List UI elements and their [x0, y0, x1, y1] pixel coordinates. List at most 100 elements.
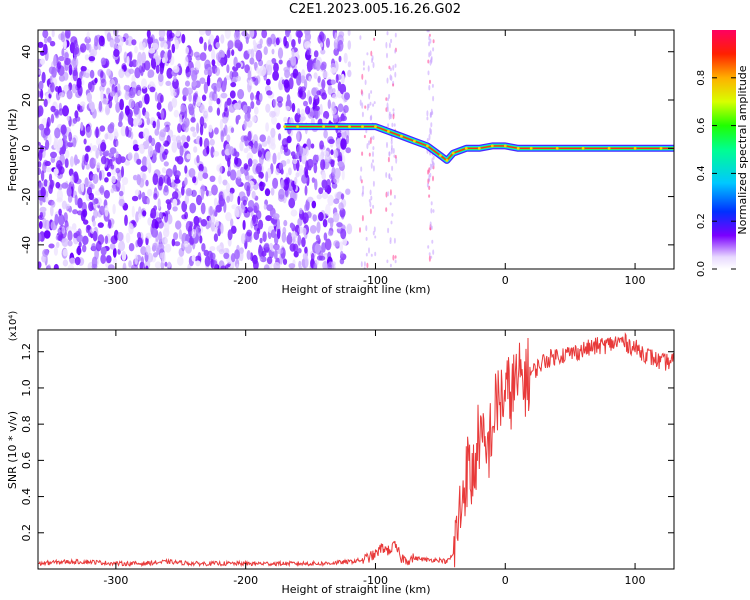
- noise-blob: [340, 113, 345, 122]
- noise-blob: [144, 60, 151, 71]
- noise-blob: [114, 86, 118, 93]
- noise-blob: [230, 253, 236, 263]
- noise-blob: [104, 150, 110, 156]
- noise-blob: [365, 236, 368, 241]
- noise-blob: [319, 42, 324, 48]
- noise-blob: [372, 103, 375, 107]
- noise-blob: [426, 138, 429, 142]
- noise-blob: [137, 89, 142, 96]
- noise-blob: [189, 237, 195, 246]
- noise-blob: [271, 116, 277, 125]
- noise-blob: [373, 226, 376, 233]
- noise-blob: [250, 92, 254, 101]
- noise-blob: [164, 220, 170, 233]
- noise-blob: [121, 250, 127, 261]
- noise-blob: [388, 93, 391, 99]
- noise-blob: [128, 98, 135, 109]
- noise-blob: [372, 165, 375, 172]
- noise-blob: [277, 218, 280, 230]
- noise-blob: [428, 252, 431, 256]
- noise-blob: [185, 80, 190, 87]
- noise-blob: [115, 140, 119, 147]
- noise-blob: [117, 35, 124, 48]
- noise-blob: [301, 237, 306, 248]
- noise-blob: [93, 209, 99, 219]
- noise-blob: [136, 231, 142, 239]
- noise-blob: [124, 91, 130, 101]
- noise-blob: [195, 260, 201, 267]
- noise-blob: [147, 217, 153, 226]
- noise-blob: [273, 249, 278, 260]
- noise-blob: [275, 168, 280, 176]
- noise-blob: [431, 83, 434, 88]
- noise-blob: [45, 139, 50, 150]
- noise-blob: [228, 146, 235, 155]
- noise-blob: [89, 69, 95, 79]
- noise-blob: [290, 55, 297, 66]
- noise-blob: [76, 245, 82, 256]
- noise-blob: [259, 93, 263, 102]
- noise-blob: [248, 199, 255, 209]
- noise-blob: [282, 226, 287, 235]
- noise-blob: [321, 180, 328, 191]
- noise-blob: [100, 141, 107, 152]
- noise-blob: [186, 135, 191, 142]
- noise-blob: [61, 182, 69, 189]
- noise-blob: [302, 227, 307, 236]
- noise-blob: [347, 30, 351, 37]
- noise-blob: [195, 55, 202, 61]
- noise-blob: [209, 215, 216, 225]
- noise-blob: [257, 219, 264, 230]
- noise-blob: [266, 37, 273, 47]
- noise-blob: [86, 31, 90, 40]
- noise-blob: [72, 209, 78, 215]
- noise-blob: [313, 162, 318, 174]
- noise-blob: [142, 42, 146, 49]
- noise-blob: [327, 217, 335, 224]
- noise-blob: [109, 39, 115, 48]
- noise-blob: [345, 135, 350, 145]
- noise-blob: [203, 68, 208, 76]
- noise-blob: [148, 36, 154, 42]
- noise-blob: [242, 104, 248, 114]
- noise-blob: [429, 113, 432, 118]
- noise-blob: [203, 81, 209, 94]
- noise-blob: [266, 204, 274, 212]
- noise-blob: [265, 171, 269, 183]
- noise-blob: [84, 54, 90, 61]
- noise-blob: [369, 201, 372, 208]
- noise-blob: [73, 154, 78, 166]
- noise-blob: [174, 178, 181, 184]
- noise-blob: [211, 184, 218, 196]
- noise-blob: [92, 173, 99, 184]
- noise-blob: [55, 241, 60, 248]
- noise-blob: [310, 143, 315, 149]
- noise-blob: [243, 135, 249, 142]
- noise-blob: [276, 248, 284, 255]
- noise-blob: [286, 94, 291, 103]
- noise-blob: [48, 66, 55, 75]
- noise-blob: [320, 158, 326, 171]
- noise-blob: [293, 250, 299, 258]
- noise-blob: [298, 164, 304, 176]
- noise-blob: [156, 118, 160, 131]
- noise-blob: [311, 177, 316, 183]
- noise-blob: [115, 101, 121, 113]
- noise-blob: [114, 37, 121, 44]
- noise-blob: [281, 138, 289, 148]
- noise-blob: [386, 141, 388, 149]
- noise-blob: [368, 152, 371, 157]
- noise-blob: [140, 246, 147, 256]
- noise-blob: [194, 94, 198, 100]
- noise-blob: [180, 134, 187, 141]
- noise-blob: [273, 262, 281, 269]
- noise-blob: [428, 85, 431, 91]
- noise-blob: [196, 122, 200, 134]
- noise-blob: [215, 35, 220, 43]
- noise-blob: [325, 203, 331, 216]
- noise-blob: [359, 227, 361, 233]
- ridge-point: [490, 144, 494, 148]
- noise-blob: [365, 129, 368, 134]
- noise-blob: [216, 107, 221, 116]
- snr-panel: -300 -200 -100 0 100 0.2 0.4 0.6 0.8 1.0 1.2 Heigh…: [6, 311, 675, 596]
